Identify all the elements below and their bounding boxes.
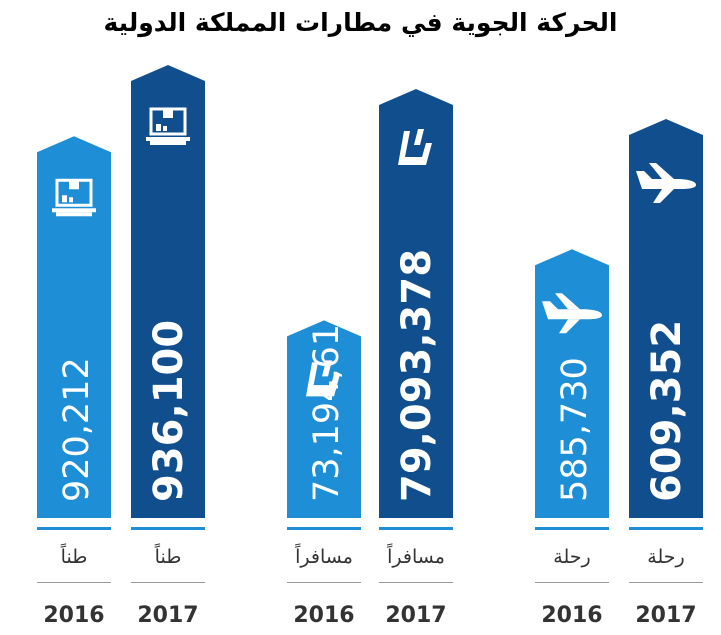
passenger-seat-icon bbox=[306, 360, 340, 397]
value-label: 920,212 bbox=[57, 357, 97, 502]
unit-label: رحلة bbox=[647, 546, 684, 568]
value-label: 79,093,378 bbox=[394, 249, 440, 502]
baseline-rule bbox=[379, 527, 453, 530]
year-label: 2016 bbox=[541, 603, 602, 628]
unit-label: طناً bbox=[155, 543, 182, 568]
airplane-icon bbox=[542, 293, 602, 334]
value-label: 936,100 bbox=[146, 320, 192, 502]
bar-2016-passenger-seat bbox=[287, 320, 361, 518]
bar-group-airplane: 585,730 رحلة 2016 609,352 رحلة 2017 bbox=[535, 119, 703, 628]
unit-label: طناً bbox=[61, 543, 88, 568]
baseline-rule bbox=[131, 527, 205, 530]
year-label: 2017 bbox=[137, 603, 198, 628]
divider bbox=[379, 582, 453, 583]
chart-title: الحركة الجوية في مطارات المملكة الدولية bbox=[103, 8, 618, 37]
unit-label: مسافراً bbox=[295, 543, 353, 568]
unit-label: مسافراً bbox=[387, 543, 445, 568]
divider bbox=[535, 582, 609, 583]
value-label: 585,730 bbox=[555, 357, 595, 502]
baseline-rule bbox=[287, 527, 361, 530]
cargo-icon bbox=[146, 107, 190, 145]
bar-group-passenger-seat: 73,194,614 مسافراً 2016 79,093,378 مسافراً 20… bbox=[287, 89, 453, 628]
divider bbox=[131, 582, 205, 583]
divider bbox=[287, 582, 361, 583]
passenger-seat-icon bbox=[398, 129, 432, 165]
unit-label: رحلة bbox=[553, 546, 590, 568]
bar-2017-passenger-seat bbox=[379, 89, 453, 518]
divider bbox=[629, 582, 703, 583]
bar-group-cargo: 920,212 طناً 2016 936,100 طناً 2017 bbox=[37, 65, 205, 628]
value-label: 73,194,614 bbox=[307, 302, 347, 502]
airplane-icon bbox=[636, 163, 696, 203]
year-label: 2016 bbox=[43, 603, 104, 628]
baseline-rule bbox=[37, 527, 111, 530]
baseline-rule bbox=[535, 527, 609, 530]
bar-2017-airplane bbox=[629, 119, 703, 518]
year-label: 2017 bbox=[385, 603, 446, 628]
year-label: 2017 bbox=[635, 603, 696, 628]
divider bbox=[37, 582, 111, 583]
bar-2017-cargo bbox=[131, 65, 205, 518]
baseline-rule bbox=[629, 527, 703, 530]
year-label: 2016 bbox=[293, 603, 354, 628]
bar-2016-cargo bbox=[37, 136, 111, 518]
value-label: 609,352 bbox=[644, 320, 690, 502]
cargo-icon bbox=[52, 178, 96, 217]
